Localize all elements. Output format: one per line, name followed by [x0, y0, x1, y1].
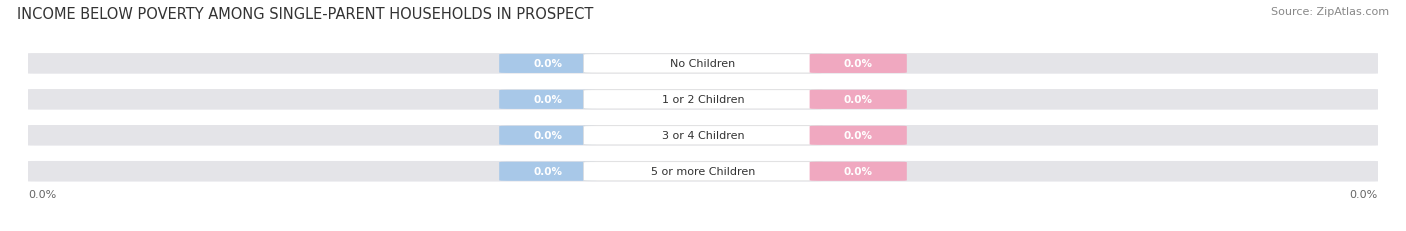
- FancyBboxPatch shape: [810, 55, 907, 74]
- FancyBboxPatch shape: [810, 126, 907, 145]
- FancyBboxPatch shape: [25, 88, 1381, 112]
- Text: 0.0%: 0.0%: [844, 95, 873, 105]
- FancyBboxPatch shape: [499, 162, 596, 181]
- FancyBboxPatch shape: [499, 126, 596, 145]
- Text: 0.0%: 0.0%: [28, 189, 56, 199]
- FancyBboxPatch shape: [583, 162, 823, 181]
- Text: 0.0%: 0.0%: [844, 131, 873, 141]
- FancyBboxPatch shape: [583, 55, 823, 74]
- Text: INCOME BELOW POVERTY AMONG SINGLE-PARENT HOUSEHOLDS IN PROSPECT: INCOME BELOW POVERTY AMONG SINGLE-PARENT…: [17, 7, 593, 22]
- Text: 0.0%: 0.0%: [533, 59, 562, 69]
- FancyBboxPatch shape: [583, 126, 823, 145]
- Text: 0.0%: 0.0%: [844, 167, 873, 176]
- Text: 5 or more Children: 5 or more Children: [651, 167, 755, 176]
- FancyBboxPatch shape: [25, 124, 1381, 147]
- Text: 1 or 2 Children: 1 or 2 Children: [662, 95, 744, 105]
- Text: 0.0%: 0.0%: [844, 59, 873, 69]
- FancyBboxPatch shape: [499, 90, 596, 109]
- FancyBboxPatch shape: [810, 90, 907, 109]
- Text: No Children: No Children: [671, 59, 735, 69]
- Text: 0.0%: 0.0%: [533, 131, 562, 141]
- Text: 0.0%: 0.0%: [1350, 189, 1378, 199]
- Text: 0.0%: 0.0%: [533, 95, 562, 105]
- FancyBboxPatch shape: [25, 52, 1381, 76]
- FancyBboxPatch shape: [25, 160, 1381, 183]
- FancyBboxPatch shape: [583, 90, 823, 109]
- Text: 3 or 4 Children: 3 or 4 Children: [662, 131, 744, 141]
- FancyBboxPatch shape: [499, 55, 596, 74]
- Text: Source: ZipAtlas.com: Source: ZipAtlas.com: [1271, 7, 1389, 17]
- Text: 0.0%: 0.0%: [533, 167, 562, 176]
- FancyBboxPatch shape: [810, 162, 907, 181]
